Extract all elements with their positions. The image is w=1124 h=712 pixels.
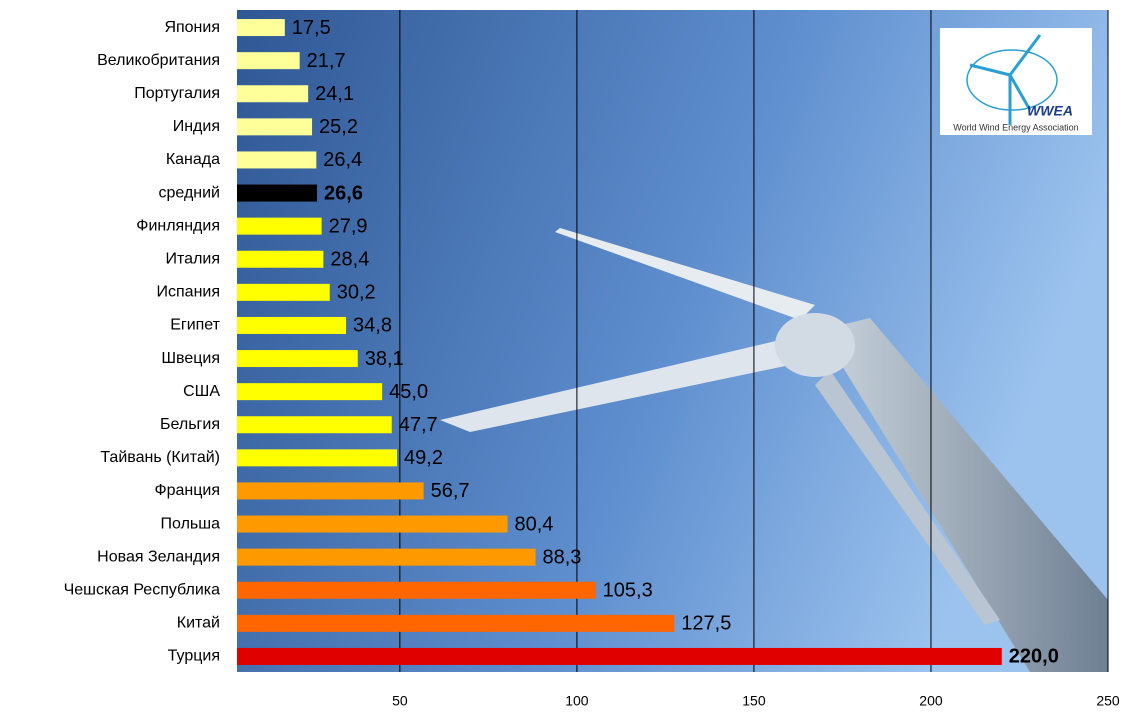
bar	[237, 482, 424, 500]
bar	[237, 614, 675, 632]
value-label: 30,2	[337, 282, 376, 304]
bar	[237, 383, 383, 401]
logo-title: WWEA	[1027, 103, 1073, 119]
value-label: 220,0	[1009, 646, 1059, 668]
value-label: 26,6	[324, 182, 363, 204]
x-tick-label: 100	[565, 693, 589, 709]
value-label: 88,3	[542, 546, 581, 568]
bar	[237, 350, 358, 368]
value-label: 45,0	[389, 381, 428, 403]
x-tick-label: 50	[392, 693, 408, 709]
y-tick-label: Канада	[166, 151, 220, 168]
y-tick-label: Чешская Республика	[64, 581, 221, 598]
y-tick-label: Китай	[177, 615, 220, 632]
y-tick-label: Польша	[161, 515, 221, 532]
value-label: 28,4	[330, 249, 369, 271]
x-tick-label: 150	[742, 693, 766, 709]
bar	[237, 151, 317, 169]
y-tick-label: Италия	[166, 250, 220, 267]
bar	[237, 548, 536, 566]
x-tick-label: 250	[1096, 693, 1120, 709]
bar	[237, 19, 285, 37]
value-label: 27,9	[329, 215, 368, 237]
logo-subtitle: World Wind Energy Association	[953, 122, 1078, 132]
value-label: 21,7	[307, 50, 346, 72]
value-label: 80,4	[515, 513, 554, 535]
value-label: 127,5	[681, 613, 731, 635]
value-label: 25,2	[319, 116, 358, 138]
bar	[237, 85, 309, 103]
value-label: 24,1	[315, 83, 354, 105]
logo: WWEA World Wind Energy Association	[940, 28, 1092, 135]
y-tick-label: Новая Зеландия	[97, 548, 220, 565]
x-tick-label: 200	[919, 693, 943, 709]
y-tick-label: Швеция	[161, 350, 220, 367]
y-tick-label: США	[183, 383, 220, 400]
value-label: 49,2	[404, 447, 443, 469]
y-tick-label: Индия	[173, 118, 220, 135]
y-tick-label: Турция	[168, 648, 220, 665]
bar	[237, 416, 392, 434]
bar	[237, 217, 322, 235]
bar	[237, 52, 300, 70]
bar	[237, 515, 508, 533]
y-tick-label: Финляндия	[136, 217, 220, 234]
value-label: 38,1	[365, 348, 404, 370]
y-tick-label: Египет	[170, 317, 220, 334]
value-label: 26,4	[323, 149, 362, 171]
y-tick-label: средний	[159, 184, 221, 201]
y-tick-label: Испания	[157, 284, 221, 301]
value-label: 34,8	[353, 315, 392, 337]
bar	[237, 250, 324, 268]
bar	[237, 581, 596, 599]
y-tick-label: Франция	[154, 482, 220, 499]
value-label: 56,7	[431, 480, 470, 502]
bar	[237, 647, 1002, 665]
value-label: 47,7	[399, 414, 438, 436]
y-tick-label: Португалия	[134, 85, 220, 102]
y-tick-label: Япония	[164, 19, 220, 36]
value-label: 105,3	[603, 580, 653, 602]
bar	[237, 118, 313, 136]
y-tick-label: Великобритания	[97, 52, 220, 69]
y-tick-label: Тайвань (Китай)	[100, 449, 220, 466]
bar	[237, 283, 330, 301]
value-label: 17,5	[292, 17, 331, 39]
bar	[237, 316, 347, 334]
y-tick-label: Бельгия	[160, 416, 220, 433]
bar	[237, 184, 318, 202]
bar	[237, 449, 398, 467]
